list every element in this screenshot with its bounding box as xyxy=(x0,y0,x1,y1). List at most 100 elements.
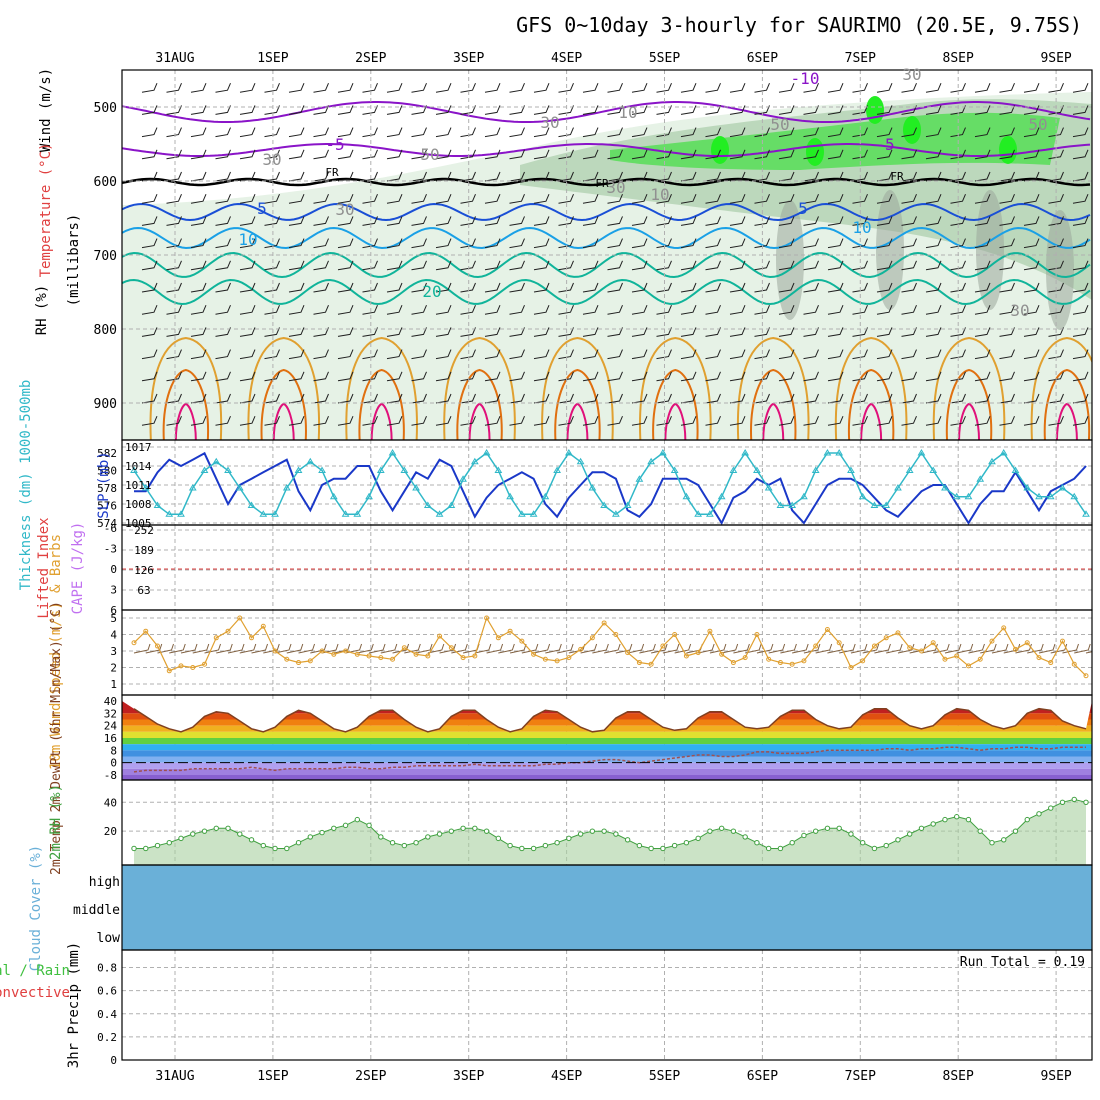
temp-band xyxy=(122,768,1092,775)
wind-barb xyxy=(778,83,795,93)
wind10m-barb xyxy=(721,643,739,654)
wind-barb xyxy=(974,83,991,93)
wind-barb xyxy=(754,371,770,382)
isotherm-10 xyxy=(122,226,1091,250)
wind-barb xyxy=(974,105,991,115)
wind-barb xyxy=(337,260,354,271)
wind-barb xyxy=(215,105,231,115)
wind-barb xyxy=(239,149,256,160)
wind-barb xyxy=(754,393,770,404)
rh2m-marker xyxy=(683,839,690,846)
thickness-marker xyxy=(435,510,444,517)
wind10m-marker xyxy=(460,655,466,661)
wind10m-barb xyxy=(180,643,198,654)
wind-barb xyxy=(533,238,550,249)
wind-barb xyxy=(1048,83,1064,93)
wind-barb xyxy=(852,282,868,293)
thickness-marker xyxy=(929,466,938,473)
wind-barb xyxy=(852,393,868,404)
wind-barb xyxy=(337,83,354,93)
wind-barb xyxy=(631,349,648,360)
wind-barb xyxy=(313,393,329,404)
thickness-marker xyxy=(282,484,291,491)
date-tick-bottom: 9SEP xyxy=(1040,1069,1071,1084)
wind-barb xyxy=(460,216,476,226)
wind-barb xyxy=(1072,216,1089,226)
wind-barb xyxy=(239,127,256,138)
wind-barb xyxy=(484,371,501,382)
wind-barb xyxy=(337,393,354,404)
thickness-marker xyxy=(506,492,514,500)
wind10m-marker xyxy=(378,655,384,661)
wind-barb xyxy=(852,171,868,182)
date-tick-bottom: 5SEP xyxy=(649,1069,680,1084)
wind-barb xyxy=(484,349,501,360)
wind10m-marker xyxy=(225,628,231,634)
wind-barb xyxy=(509,194,525,204)
wind-barb xyxy=(1048,105,1064,115)
temp-tick-label: 16 xyxy=(104,732,117,745)
wind10m-marker xyxy=(601,620,607,626)
plume-outer xyxy=(541,336,614,440)
wind-barb xyxy=(215,216,231,226)
wind10m-barb xyxy=(133,643,151,654)
wind-barb xyxy=(680,305,697,315)
wind-barb xyxy=(435,83,452,93)
rh2m-series xyxy=(131,796,1089,865)
wind10m-barb xyxy=(1085,651,1092,654)
wind-barb xyxy=(925,105,942,115)
wind-barb xyxy=(386,83,403,93)
wind-barb xyxy=(803,194,819,204)
thickness-marker xyxy=(952,492,961,500)
wind-barb xyxy=(141,349,158,360)
rh2m-marker xyxy=(613,831,619,837)
wind-barb xyxy=(582,305,599,315)
wind10m-barb xyxy=(768,643,786,654)
wind-barb xyxy=(680,393,697,404)
wind-barb xyxy=(803,216,819,226)
wind10m-marker xyxy=(390,656,396,662)
wind-barb xyxy=(435,105,452,115)
wind-barb xyxy=(827,216,844,226)
thickness-tick-label: 580 xyxy=(97,465,117,478)
wind-barb xyxy=(558,371,574,382)
wind-barb xyxy=(876,194,893,204)
thickness-marker xyxy=(1070,492,1079,500)
wind10m-barb xyxy=(1062,643,1079,654)
wind-barb xyxy=(729,305,746,315)
thickness-marker xyxy=(388,449,397,456)
wind-barb xyxy=(656,83,672,93)
temp-band xyxy=(122,744,1092,751)
wind10m-barb xyxy=(827,643,844,654)
wind-barb xyxy=(950,305,966,315)
wind-barb xyxy=(803,371,819,382)
wind-barb xyxy=(582,238,599,249)
wind-barb xyxy=(754,127,770,138)
wind-barb xyxy=(754,282,770,293)
wind10m-marker xyxy=(542,656,548,662)
wind-barb xyxy=(876,83,893,93)
wind-barb xyxy=(313,416,329,426)
rh2m-marker xyxy=(918,825,925,831)
wind-barb xyxy=(386,371,403,382)
wind10m-marker xyxy=(871,643,877,649)
wind-barb xyxy=(509,371,525,382)
wind-barb xyxy=(901,194,917,204)
rh2m-marker xyxy=(777,845,784,852)
contour-label: 50 xyxy=(420,145,439,164)
wind-barb xyxy=(435,305,452,315)
cape-tick-label: 189 xyxy=(134,544,154,557)
wind-barb xyxy=(631,238,648,249)
wind-barb xyxy=(1023,260,1040,271)
pressure-tick-label: 800 xyxy=(94,323,117,338)
rh2m-marker xyxy=(284,845,290,852)
wind-barb xyxy=(509,393,525,404)
contour-label: -10 xyxy=(791,69,820,88)
thickness-marker xyxy=(647,457,656,465)
thickness-marker xyxy=(764,484,773,491)
wind-barb xyxy=(925,349,942,360)
thickness-marker xyxy=(318,466,326,473)
rh2m-marker xyxy=(1059,799,1066,806)
wind10m-barb xyxy=(286,643,304,654)
date-tick-bottom: 7SEP xyxy=(845,1069,876,1084)
